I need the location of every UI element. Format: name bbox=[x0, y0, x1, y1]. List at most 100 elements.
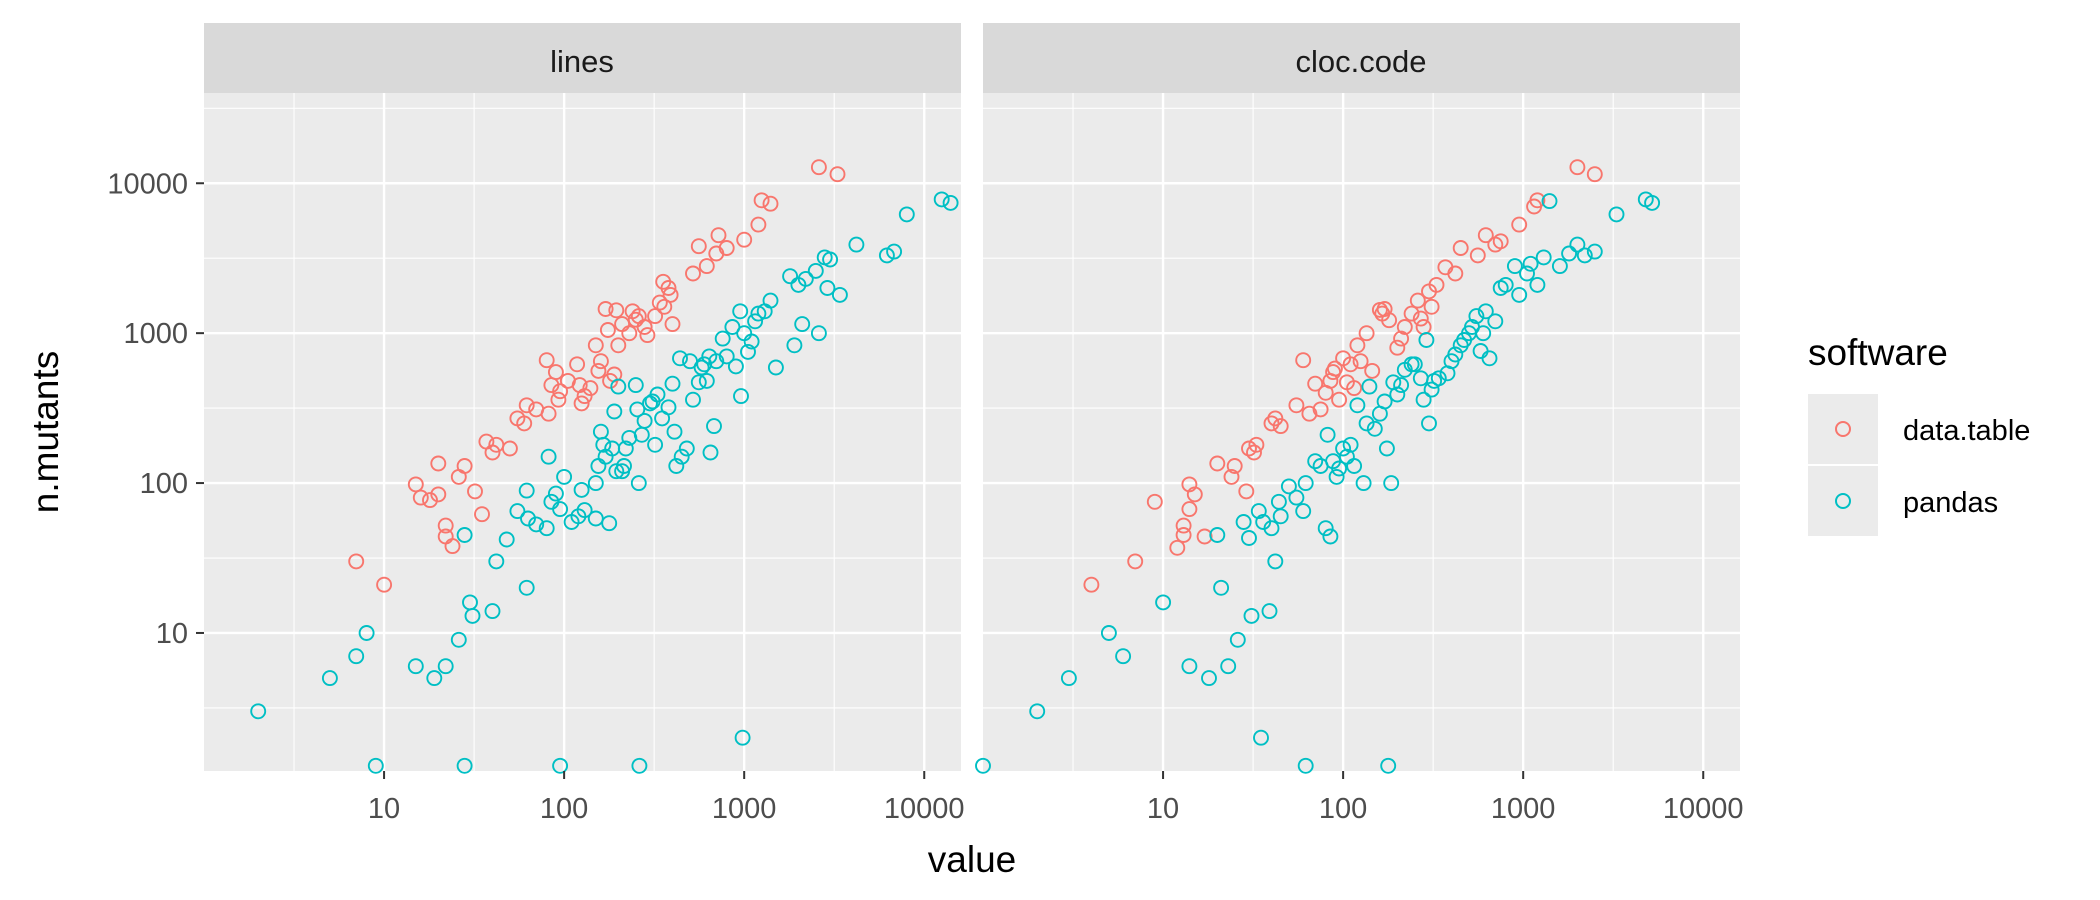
data-point-pandas bbox=[509, 503, 526, 520]
data-point-pandas bbox=[1263, 520, 1280, 537]
data-point-data-table bbox=[1181, 501, 1198, 518]
data-point-pandas bbox=[933, 191, 950, 208]
data-point-pandas bbox=[732, 303, 749, 320]
data-point-data-table bbox=[1127, 553, 1144, 570]
data-point-pandas bbox=[664, 375, 681, 392]
data-point-pandas bbox=[528, 516, 545, 533]
data-point-data-table bbox=[1428, 276, 1445, 293]
data-point-data-table bbox=[608, 302, 625, 319]
data-point-data-table bbox=[1477, 227, 1494, 244]
data-point-data-table bbox=[1326, 360, 1343, 377]
panel-lines: lines bbox=[204, 23, 961, 774]
data-point-data-table bbox=[829, 166, 846, 183]
points-panel-lines bbox=[250, 159, 959, 774]
data-point-pandas bbox=[1335, 440, 1352, 457]
data-point-data-table bbox=[1452, 240, 1469, 256]
data-point-pandas bbox=[1331, 460, 1348, 477]
data-point-pandas bbox=[649, 386, 666, 403]
data-point-pandas bbox=[587, 475, 604, 492]
data-point-pandas bbox=[1378, 440, 1395, 457]
data-point-data-table bbox=[1307, 375, 1324, 392]
data-point-pandas bbox=[1060, 670, 1077, 687]
data-point-data-table bbox=[1272, 418, 1289, 435]
data-point-pandas bbox=[518, 482, 535, 499]
data-point-data-table bbox=[1146, 493, 1163, 510]
data-point-data-table bbox=[1083, 576, 1100, 593]
x-axis: 10 100 1000 10000 10 100 1000 10000 bbox=[368, 771, 1744, 825]
data-point-pandas bbox=[1201, 670, 1217, 687]
data-point-pandas bbox=[1297, 757, 1314, 774]
data-point-data-table bbox=[1301, 405, 1318, 422]
data-point-pandas bbox=[538, 520, 555, 537]
data-point-pandas bbox=[660, 399, 677, 416]
data-point-data-table bbox=[422, 492, 438, 509]
x-axis-title: value bbox=[928, 839, 1016, 880]
data-point-pandas bbox=[540, 448, 557, 465]
data-point-pandas bbox=[629, 401, 646, 418]
data-point-data-table bbox=[1569, 159, 1586, 176]
data-point-pandas bbox=[456, 757, 473, 774]
data-point-pandas bbox=[718, 348, 735, 365]
data-point-data-table bbox=[592, 353, 609, 370]
data-point-data-table bbox=[810, 159, 827, 176]
data-point-pandas bbox=[1487, 313, 1504, 330]
data-point-data-table bbox=[656, 298, 673, 315]
data-point-data-table bbox=[484, 444, 501, 461]
data-point-data-table bbox=[698, 258, 715, 275]
data-point-pandas bbox=[1430, 370, 1447, 387]
data-point-pandas bbox=[1235, 514, 1252, 530]
strip-cloc-code bbox=[983, 23, 1740, 93]
data-point-pandas bbox=[1253, 729, 1269, 746]
data-point-pandas bbox=[1220, 658, 1237, 675]
data-point-pandas bbox=[734, 729, 751, 746]
data-point-pandas bbox=[673, 448, 690, 465]
legend-label-pandas: pandas bbox=[1903, 487, 1998, 519]
data-point-pandas bbox=[573, 481, 590, 498]
data-point-data-table bbox=[647, 308, 664, 325]
data-point-pandas bbox=[1576, 247, 1593, 264]
data-point-pandas bbox=[1328, 468, 1345, 485]
data-point-pandas bbox=[810, 325, 827, 342]
data-point-pandas bbox=[1497, 276, 1514, 293]
data-point-data-table bbox=[587, 337, 604, 354]
data-point-pandas bbox=[576, 502, 593, 519]
data-point-pandas bbox=[1644, 194, 1661, 211]
data-point-data-table bbox=[430, 455, 447, 472]
data-point-pandas bbox=[672, 350, 688, 367]
data-point-pandas bbox=[668, 458, 685, 474]
data-point-data-table bbox=[1349, 337, 1366, 354]
data-point-data-table bbox=[1352, 353, 1369, 370]
data-point-data-table bbox=[550, 391, 567, 408]
data-point-pandas bbox=[518, 579, 535, 596]
data-point-data-table bbox=[582, 380, 599, 397]
data-point-data-table bbox=[1238, 483, 1255, 500]
data-point-pandas bbox=[367, 757, 384, 774]
x-tick-label: 10 bbox=[1147, 793, 1179, 825]
data-point-data-table bbox=[573, 395, 590, 412]
data-point-data-table bbox=[710, 227, 727, 244]
data-point-pandas bbox=[647, 436, 664, 453]
data-point-pandas bbox=[1307, 453, 1324, 470]
data-point-pandas bbox=[437, 658, 454, 675]
data-point-data-table bbox=[430, 486, 447, 503]
data-point-data-table bbox=[518, 397, 535, 414]
data-point-data-table bbox=[552, 383, 569, 400]
data-point-pandas bbox=[1418, 332, 1435, 348]
data-point-data-table bbox=[1263, 415, 1280, 432]
data-point-data-table bbox=[1396, 319, 1413, 335]
data-point-pandas bbox=[1586, 243, 1603, 260]
data-point-pandas bbox=[1272, 508, 1289, 525]
data-point-data-table bbox=[660, 280, 677, 296]
data-point-pandas bbox=[782, 268, 799, 285]
data-point-pandas bbox=[1267, 553, 1284, 570]
data-point-data-table bbox=[1389, 339, 1406, 356]
x-tick-label: 1000 bbox=[712, 793, 777, 825]
data-point-pandas bbox=[1295, 503, 1312, 520]
data-point-data-table bbox=[753, 192, 770, 209]
x-tick-label: 10000 bbox=[1663, 793, 1744, 825]
data-point-pandas bbox=[1346, 458, 1363, 474]
data-point-pandas bbox=[617, 440, 634, 457]
data-point-pandas bbox=[1288, 489, 1305, 506]
data-point-pandas bbox=[616, 458, 632, 474]
